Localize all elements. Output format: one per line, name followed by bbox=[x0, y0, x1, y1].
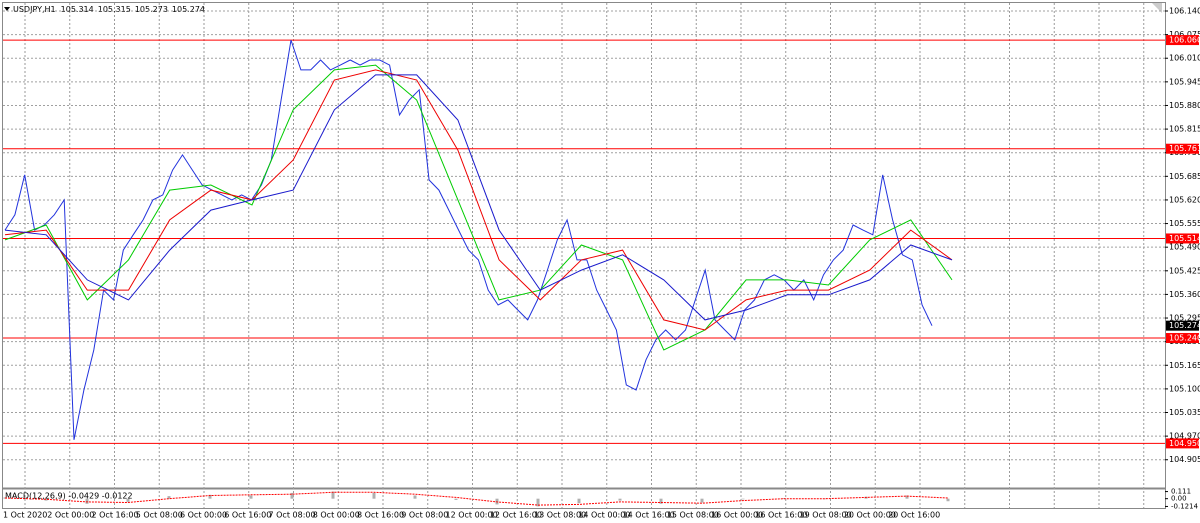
x-tick-label: 14 Oct 00:00 bbox=[578, 511, 630, 520]
macd-bar bbox=[85, 498, 89, 504]
level-label-box bbox=[1166, 143, 1199, 154]
x-tick-label: 13 Oct 08:00 bbox=[534, 511, 586, 520]
moving-average bbox=[4, 64, 953, 351]
level-label-box bbox=[1166, 233, 1199, 244]
level-label-box bbox=[1166, 333, 1199, 344]
x-tick-label: 20 Oct 16:00 bbox=[888, 511, 940, 520]
x-tick-label: 16 Oct 16:00 bbox=[755, 511, 807, 520]
low: 105.273 bbox=[135, 5, 168, 14]
last-price-box bbox=[1166, 320, 1199, 331]
level-label: 105.761 bbox=[1169, 144, 1200, 153]
y-tick-label: 104.905 bbox=[1169, 455, 1200, 464]
y-tick-label: 105.425 bbox=[1169, 266, 1200, 275]
macd-bar bbox=[290, 492, 294, 499]
level-label-box bbox=[1166, 35, 1199, 46]
chart-header: USDJPY,H1 105.314 105.315 105.273 105.274 bbox=[13, 5, 205, 14]
x-tick-label: 6 Oct 16:00 bbox=[224, 511, 271, 520]
macd-bar bbox=[413, 495, 417, 499]
macd-bar bbox=[741, 498, 745, 500]
x-tick-label: 9 Oct 08:00 bbox=[401, 511, 448, 520]
macd-bar bbox=[249, 495, 253, 499]
y-tick-label: 105.815 bbox=[1169, 125, 1200, 134]
macd-bar bbox=[167, 496, 171, 499]
high: 105.315 bbox=[98, 5, 131, 14]
macd-bar bbox=[126, 498, 130, 502]
x-tick-label: 15 Oct 08:00 bbox=[667, 511, 719, 520]
level-label-box bbox=[1166, 438, 1199, 449]
y-tick-label: 105.100 bbox=[1169, 384, 1200, 393]
macd-bar bbox=[536, 498, 540, 507]
x-tick-label: 2 Oct 00:00 bbox=[47, 511, 94, 520]
y-tick-label: 0.00 bbox=[1171, 495, 1187, 503]
x-tick-label: 14 Oct 16:00 bbox=[623, 511, 675, 520]
x-tick-label: 19 Oct 08:00 bbox=[800, 511, 852, 520]
level-label: 106.060 bbox=[1169, 36, 1200, 45]
price-line bbox=[4, 39, 933, 440]
close: 105.274 bbox=[172, 5, 205, 14]
level-label: 105.240 bbox=[1169, 334, 1200, 343]
y-tick-label: 105.945 bbox=[1169, 77, 1200, 86]
y-tick-label: 105.880 bbox=[1169, 101, 1200, 110]
level-label: 104.950 bbox=[1169, 439, 1200, 448]
macd-bar bbox=[823, 498, 827, 500]
x-tick-label: 20 Oct 00:00 bbox=[844, 511, 896, 520]
macd-bar bbox=[700, 498, 704, 503]
plot-border bbox=[2, 2, 1166, 509]
macd-signal bbox=[4, 491, 949, 506]
x-tick-label: 12 Oct 16:00 bbox=[490, 511, 542, 520]
y-tick-label: 105.490 bbox=[1169, 243, 1200, 252]
macd-bar bbox=[618, 498, 622, 501]
x-tick-label: 6 Oct 00:00 bbox=[180, 511, 227, 520]
x-tick-label: 5 Oct 08:00 bbox=[136, 511, 183, 520]
x-tick-label: 16 Oct 00:00 bbox=[711, 511, 763, 520]
macd-bar bbox=[577, 498, 581, 504]
moving-average bbox=[4, 74, 953, 321]
macd-bar bbox=[905, 495, 909, 499]
macd-bar bbox=[331, 491, 335, 499]
symbol: USDJPY,H1 bbox=[13, 5, 56, 14]
y-tick-label: 105.295 bbox=[1169, 314, 1200, 323]
macd-bar bbox=[946, 498, 950, 502]
y-tick-label: 104.970 bbox=[1169, 432, 1200, 441]
y-tick-label: 106.010 bbox=[1169, 54, 1200, 63]
moving-average bbox=[4, 69, 953, 331]
macd-bar bbox=[44, 498, 48, 501]
macd-bar bbox=[372, 492, 376, 499]
y-tick-label: 106.075 bbox=[1169, 30, 1200, 39]
level-label: 105.514 bbox=[1169, 234, 1200, 243]
vertical-grid bbox=[24, 3, 1145, 508]
y-tick-label: 105.620 bbox=[1169, 195, 1200, 204]
x-tick-label: 7 Oct 08:00 bbox=[269, 511, 316, 520]
x-tick-label: 1 Oct 2020 bbox=[3, 511, 47, 520]
x-tick-label: 12 Oct 00:00 bbox=[446, 511, 498, 520]
y-tick-label: 105.360 bbox=[1169, 290, 1200, 299]
macd-bar bbox=[454, 498, 458, 500]
x-tick-label: 8 Oct 16:00 bbox=[357, 511, 404, 520]
y-tick-label: 105.035 bbox=[1169, 408, 1200, 417]
macd-bar bbox=[208, 494, 212, 499]
y-tick-label: 105.165 bbox=[1169, 361, 1200, 370]
last-price-label: 105.274 bbox=[1169, 321, 1200, 330]
y-tick-label: 105.555 bbox=[1169, 219, 1200, 228]
y-tick-label: 106.140 bbox=[1169, 6, 1200, 15]
x-tick-label: 2 Oct 16:00 bbox=[92, 511, 139, 520]
y-tick-label: -0.1214 bbox=[1171, 502, 1199, 510]
x-tick-label: 8 Oct 00:00 bbox=[313, 511, 360, 520]
dropdown-icon bbox=[4, 7, 10, 11]
open: 105.314 bbox=[61, 5, 94, 14]
macd-title: MACD(12,26,9) -0.0429 -0.0122 bbox=[5, 492, 133, 501]
y-tick-label: 105.685 bbox=[1169, 172, 1200, 181]
macd-bar bbox=[659, 498, 663, 504]
y-tick-label: 0.111 bbox=[1171, 488, 1191, 496]
